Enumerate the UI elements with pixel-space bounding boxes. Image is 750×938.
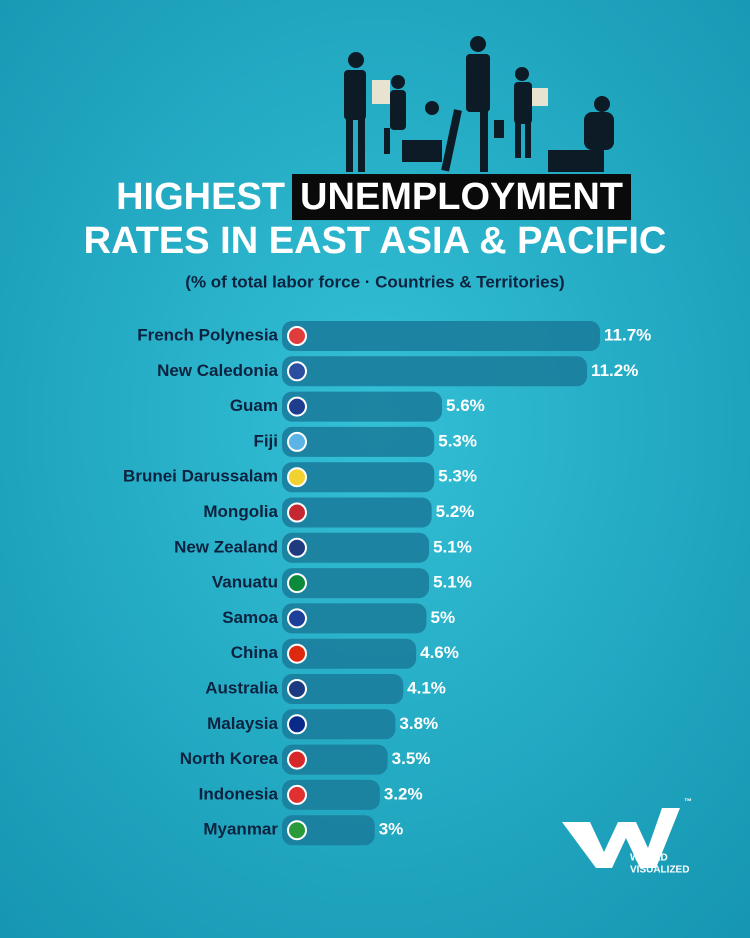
value-label: 5% xyxy=(430,608,455,627)
flag xyxy=(287,573,307,594)
flag xyxy=(287,467,307,488)
brand-logo: ™ WORLD VISUALIZED xyxy=(562,797,692,876)
category-label: Fiji xyxy=(253,431,278,450)
title-line1: HIGHEST xyxy=(116,176,285,218)
category-label: China xyxy=(231,643,279,662)
flag xyxy=(287,784,307,805)
value-label: 11.7% xyxy=(604,325,651,344)
category-label: Mongolia xyxy=(203,502,278,521)
value-label: 3.2% xyxy=(384,784,423,803)
category-label: French Polynesia xyxy=(137,325,278,344)
bar xyxy=(282,497,432,528)
bar xyxy=(282,462,435,493)
value-label: 3.5% xyxy=(392,749,431,768)
value-label: 5.2% xyxy=(436,502,475,521)
flag xyxy=(287,537,307,558)
category-label: Vanuatu xyxy=(212,573,278,592)
bar xyxy=(282,744,388,775)
value-label: 5.3% xyxy=(438,467,477,486)
value-label: 5.6% xyxy=(446,396,485,415)
flag xyxy=(287,326,307,346)
flag xyxy=(287,749,307,770)
brand-line2: VISUALIZED xyxy=(630,865,689,876)
flag xyxy=(287,679,307,699)
flag xyxy=(287,643,307,664)
bar xyxy=(282,815,375,846)
bar xyxy=(282,674,404,704)
brand-mark: ™ xyxy=(684,797,692,806)
category-label: Brunei Darussalam xyxy=(123,467,278,486)
category-label: Guam xyxy=(230,396,278,415)
bar xyxy=(282,532,430,563)
category-label: Myanmar xyxy=(203,820,278,839)
category-label: North Korea xyxy=(180,749,279,768)
category-label: New Caledonia xyxy=(157,361,278,380)
category-label: New Zealand xyxy=(174,537,278,556)
bar xyxy=(282,779,380,810)
subtitle: (% of total labor force · Countries & Te… xyxy=(185,272,564,291)
silhouettes xyxy=(344,36,614,172)
category-label: Malaysia xyxy=(207,714,278,733)
category-label: Australia xyxy=(205,678,278,697)
title-highlight-text: UNEMPLOYMENT xyxy=(300,176,623,218)
flag xyxy=(287,431,307,452)
title-highlight xyxy=(292,174,631,221)
bar xyxy=(282,321,600,351)
title-line2: RATES IN EAST ASIA & PACIFIC xyxy=(84,220,667,262)
flag xyxy=(287,714,307,735)
category-label: Indonesia xyxy=(199,784,279,803)
value-label: 4.6% xyxy=(420,643,459,662)
value-label: 3% xyxy=(379,820,404,839)
bar xyxy=(282,568,430,599)
value-label: 3.8% xyxy=(399,714,438,733)
flag xyxy=(287,502,307,523)
bar xyxy=(282,356,588,387)
flag xyxy=(287,608,307,629)
value-label: 5.1% xyxy=(433,537,472,556)
flag xyxy=(287,396,307,417)
bar xyxy=(282,391,443,422)
category-label: Samoa xyxy=(222,608,278,627)
value-label: 4.1% xyxy=(407,678,446,697)
value-label: 5.3% xyxy=(438,431,477,450)
flag xyxy=(287,361,307,382)
bars: 11.7% French Polynesia 11.2% New Caledonia 5… xyxy=(123,321,651,846)
bar xyxy=(282,426,435,457)
brand-line1: WORLD xyxy=(630,853,668,864)
bar xyxy=(282,638,417,669)
value-label: 11.2% xyxy=(591,361,638,380)
bar xyxy=(282,603,427,634)
flag xyxy=(287,820,307,841)
value-label: 5.1% xyxy=(433,573,472,592)
bar xyxy=(282,709,396,740)
